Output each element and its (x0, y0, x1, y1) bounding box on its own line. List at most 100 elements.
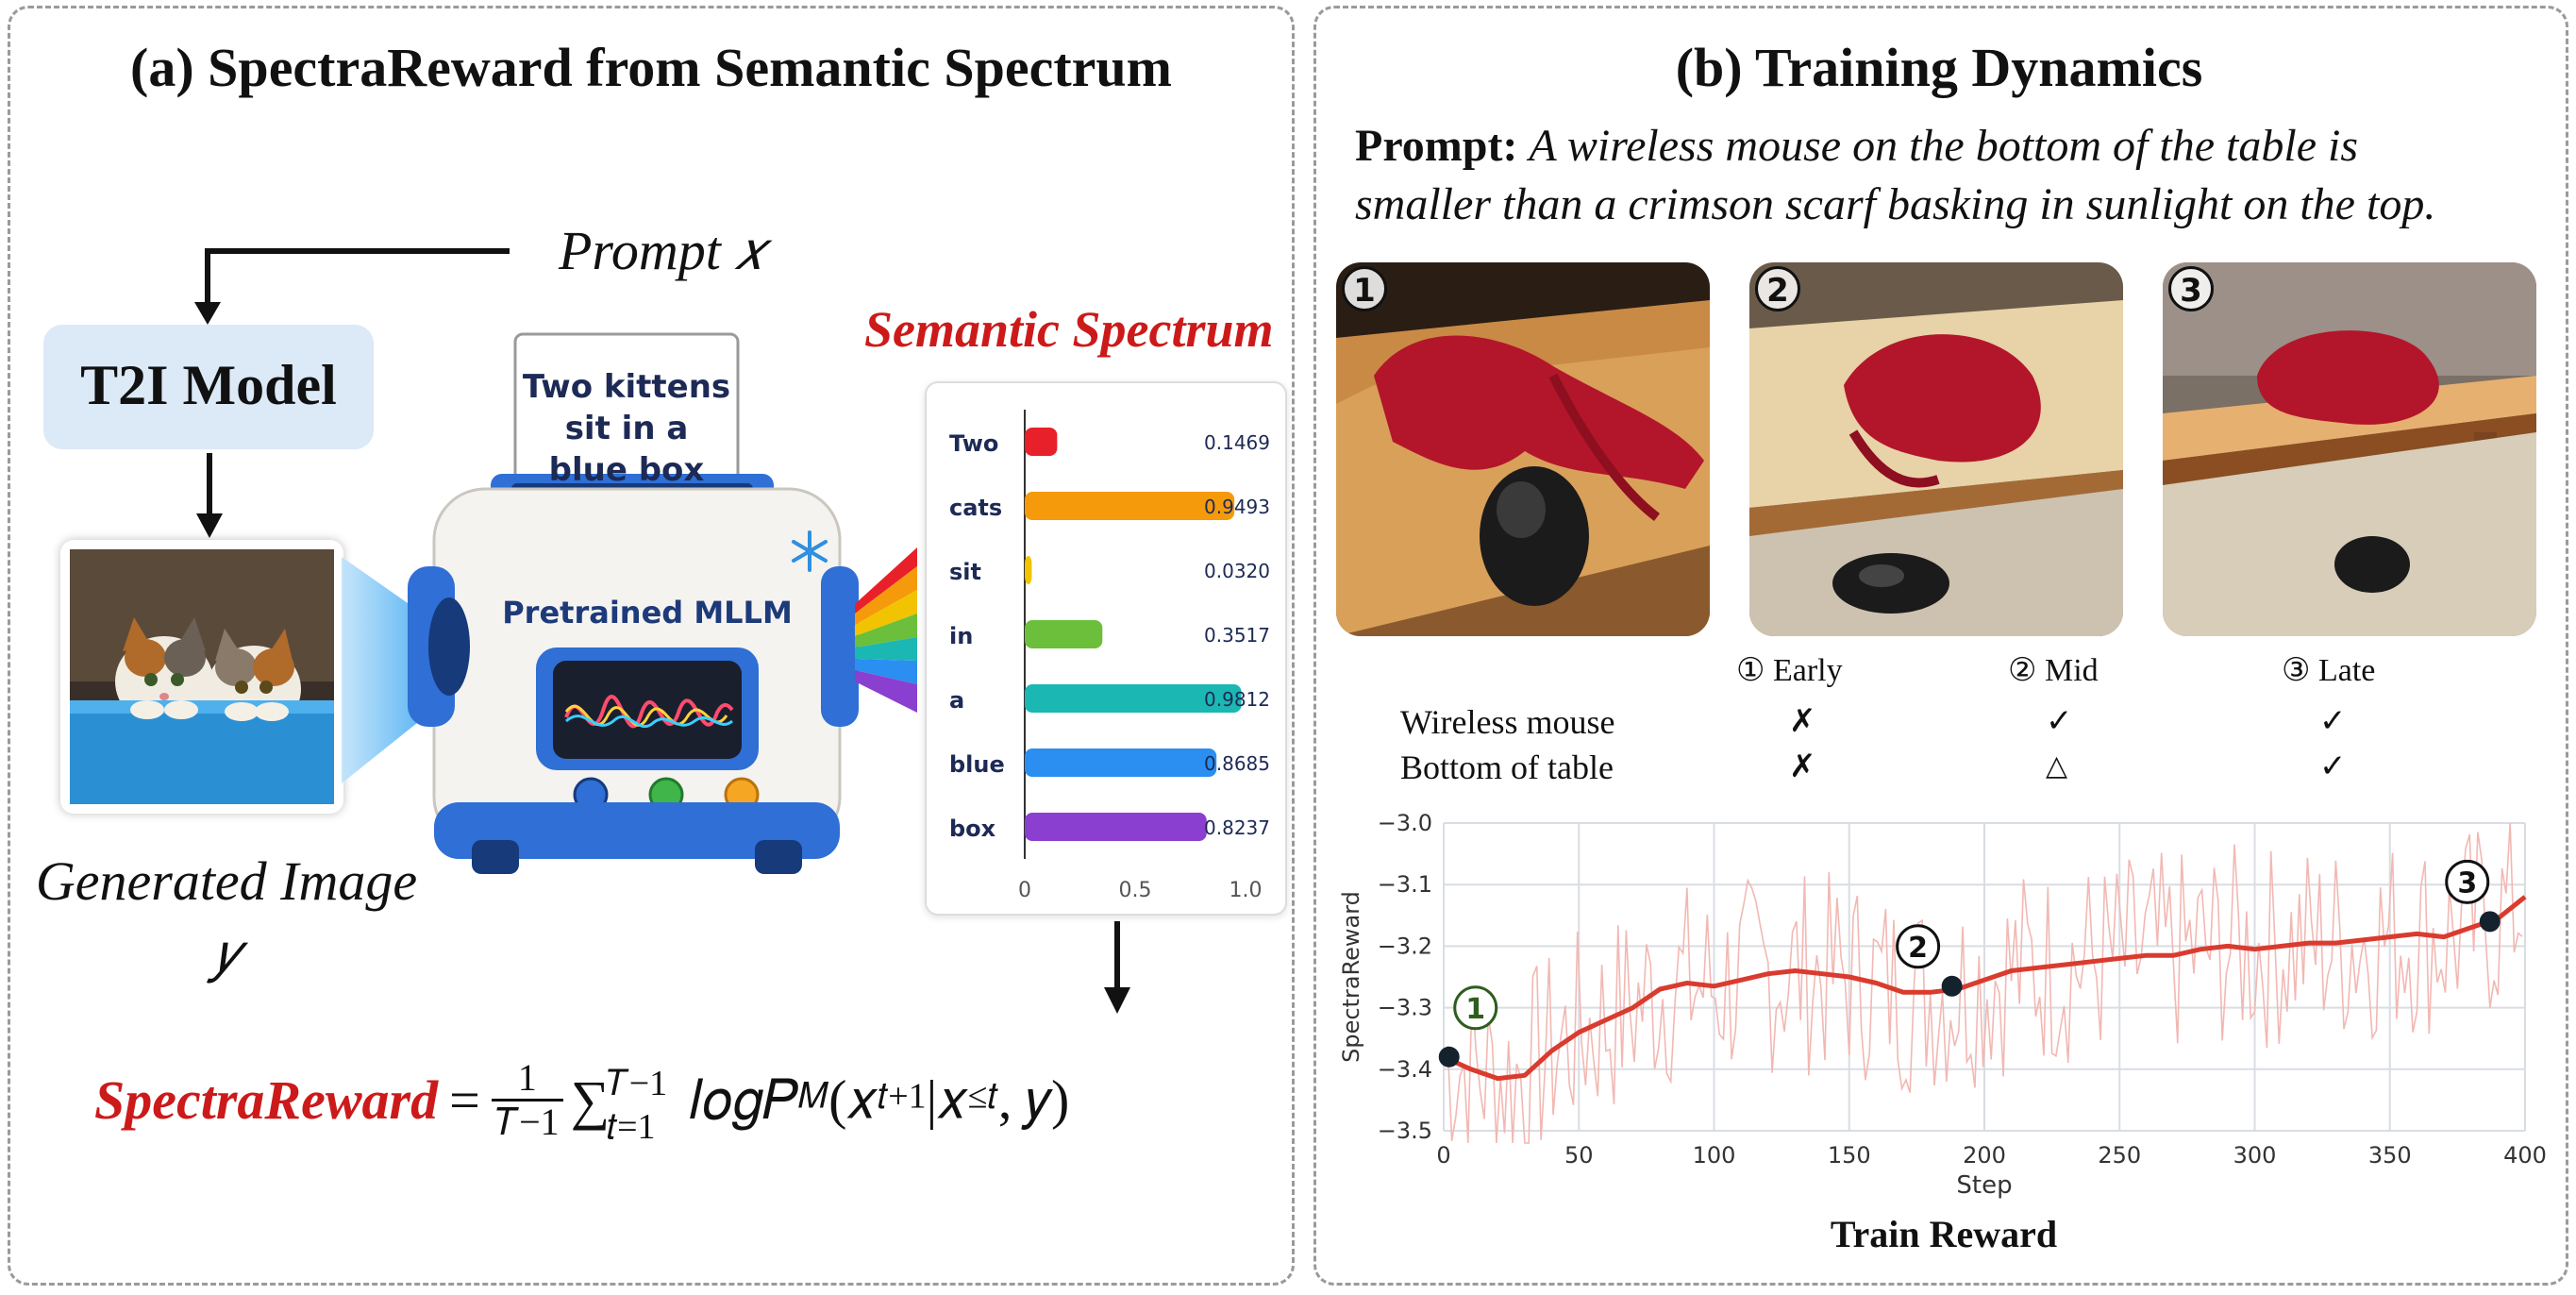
prompt-label: Prompt 𝑥 (559, 220, 765, 281)
spectrum-value-label: 0.1469 (1204, 431, 1270, 454)
spectrum-category-label: in (949, 623, 973, 649)
image-early (1336, 262, 1710, 636)
panel-a (8, 6, 1295, 1286)
reward-args-close: , 𝑦) (997, 1068, 1070, 1131)
reward-formula: SpectraReward = 1 𝑇−1 ∑ 𝑇−1 𝑡=1 𝑙𝑜𝑔𝑃𝑀(𝑥𝑡+1… (94, 1057, 1069, 1161)
panel-b-title: (b) Training Dynamics (1675, 37, 2203, 98)
raw-reward-series (1443, 822, 2523, 1144)
reward-sub-t1: 𝑡+1 (877, 1076, 927, 1117)
spectrum-x-tick: 0 (1018, 879, 1031, 902)
machine-label: Pretrained MLLM (502, 595, 793, 631)
mark-mouse-early: ✗ (1789, 702, 1816, 740)
spectrum-category-label: Two (949, 430, 998, 457)
spectrum-value-label: 0.8685 (1204, 752, 1270, 775)
mark-table-late: ✓ (2319, 748, 2347, 785)
x-tick-label: 250 (2098, 1142, 2141, 1169)
stage-marker-badge (2445, 859, 2490, 904)
stage-marker (2479, 911, 2501, 933)
stage-marker-badge (1896, 924, 1941, 969)
chart-footer: Train Reward (1830, 1213, 2058, 1255)
reward-sub-m: 𝑀 (798, 1076, 829, 1117)
reward-name: SpectraReward (94, 1069, 439, 1131)
t2i-model-box (43, 325, 374, 449)
stage-marker-label: 1 (1465, 993, 1485, 1026)
spectrum-bar (1025, 556, 1032, 584)
x-tick-label: 0 (1436, 1142, 1450, 1169)
spectrum-bar (1025, 813, 1207, 841)
spectrum-value-label: 0.8237 (1204, 816, 1270, 839)
spectrum-bar (1025, 684, 1242, 713)
y-axis-label: SpectraReward (1338, 891, 1364, 1063)
reward-sum: ∑ 𝑇−1 𝑡=1 (570, 1064, 668, 1147)
spectrum-bar (1025, 428, 1058, 456)
spectrum-category-label: cats (949, 495, 1002, 521)
x-tick-label: 100 (1693, 1142, 1736, 1169)
panel-a-title: (a) SpectraReward from Semantic Spectrum (130, 37, 1172, 98)
mark-mouse-late: ✓ (2319, 702, 2347, 740)
image-mid (1749, 262, 2123, 636)
generated-image-var: 𝑦 (213, 922, 240, 984)
reward-frac-den: 𝑇−1 (494, 1101, 560, 1143)
spectrum-category-label: a (949, 687, 964, 714)
smoothed-reward-series (1442, 895, 2527, 1082)
spectrum-title: Semantic Spectrum (864, 301, 1274, 358)
x-tick-label: 150 (1828, 1142, 1871, 1169)
stage-label-mid: ② Mid (2008, 653, 2099, 688)
stage-marker (1941, 975, 1963, 997)
mark-table-early: ✗ (1789, 748, 1816, 785)
spectrum-value-label: 0.3517 (1204, 624, 1270, 647)
spectrum-bar (1025, 620, 1103, 648)
reward-body: 𝑙𝑜𝑔𝑃 (689, 1068, 798, 1131)
spectrum-x-tick: 1.0 (1229, 879, 1263, 902)
generated-image (60, 540, 343, 814)
spectrum-chart: Two 0.1469 cats 0.9493 sit 0.0320 in 0.3517 a 0.9… (949, 410, 1270, 902)
criterion-bottom-of-table: Bottom of table (1400, 748, 1614, 786)
prompt-arrow (194, 248, 510, 325)
prompt-bold: Prompt: (1355, 121, 1518, 171)
paper-text-line3: blue box (548, 451, 705, 489)
spectrum-bar (1025, 492, 1235, 520)
criterion-wireless-mouse: Wireless mouse (1400, 703, 1615, 741)
reward-sum-bottom: 𝑡=1 (606, 1107, 656, 1147)
badge-early: 1 (1342, 266, 1387, 311)
reward-sub-le: ≤𝑡 (967, 1076, 998, 1117)
spectrum-category-label: sit (949, 559, 981, 585)
mark-table-mid: △ (2046, 749, 2068, 782)
spectrum-category-label: box (949, 816, 996, 842)
reward-bar-x: |𝑥 (926, 1068, 968, 1131)
spectrum-to-reward-arrow (1104, 921, 1130, 1014)
y-tick-label: −3.3 (1378, 995, 1432, 1021)
panel-b (1313, 6, 2568, 1286)
spectrum-value-label: 0.9493 (1204, 496, 1270, 518)
spectrum-value-label: 0.0320 (1204, 560, 1270, 582)
stage-label-early: ① Early (1736, 653, 1843, 688)
x-tick-label: 200 (1963, 1142, 2006, 1169)
reward-args-open: (𝑥 (828, 1068, 878, 1131)
badge-late: 3 (2168, 266, 2214, 311)
reward-frac-num: 1 (491, 1057, 563, 1102)
rainbow-beam (855, 547, 917, 713)
x-tick-label: 350 (2368, 1142, 2412, 1169)
x-tick-label: 400 (2503, 1142, 2547, 1169)
stage-label-late: ③ Late (2282, 653, 2376, 688)
reward-fraction: 1 𝑇−1 (491, 1057, 563, 1143)
prompt-italic-1: A wireless mouse on the bottom of the ta… (1529, 121, 2359, 171)
stage-marker-badge (1453, 985, 1498, 1031)
paper-text-line2: sit in a (564, 410, 689, 447)
spectrum-bar (1025, 748, 1217, 777)
generated-image-label: Generated Image (35, 850, 418, 912)
x-tick-label: 300 (2233, 1142, 2277, 1169)
y-tick-label: −3.5 (1378, 1118, 1432, 1144)
spectrum-value-label: 0.9812 (1204, 688, 1270, 711)
x-axis-label: Step (1956, 1171, 2012, 1200)
x-tick-label: 50 (1564, 1142, 1594, 1169)
y-tick-label: −3.4 (1378, 1056, 1432, 1083)
reward-eq: = (449, 1069, 480, 1131)
image-late (2163, 262, 2536, 636)
stage-marker (1438, 1046, 1460, 1068)
stage-marker-label: 3 (2457, 866, 2477, 900)
stage-marker-label: 2 (1908, 932, 1928, 965)
mark-mouse-mid: ✓ (2046, 702, 2073, 740)
y-tick-label: −3.1 (1378, 871, 1432, 898)
paper-text-line1: Two kittens (522, 368, 731, 406)
